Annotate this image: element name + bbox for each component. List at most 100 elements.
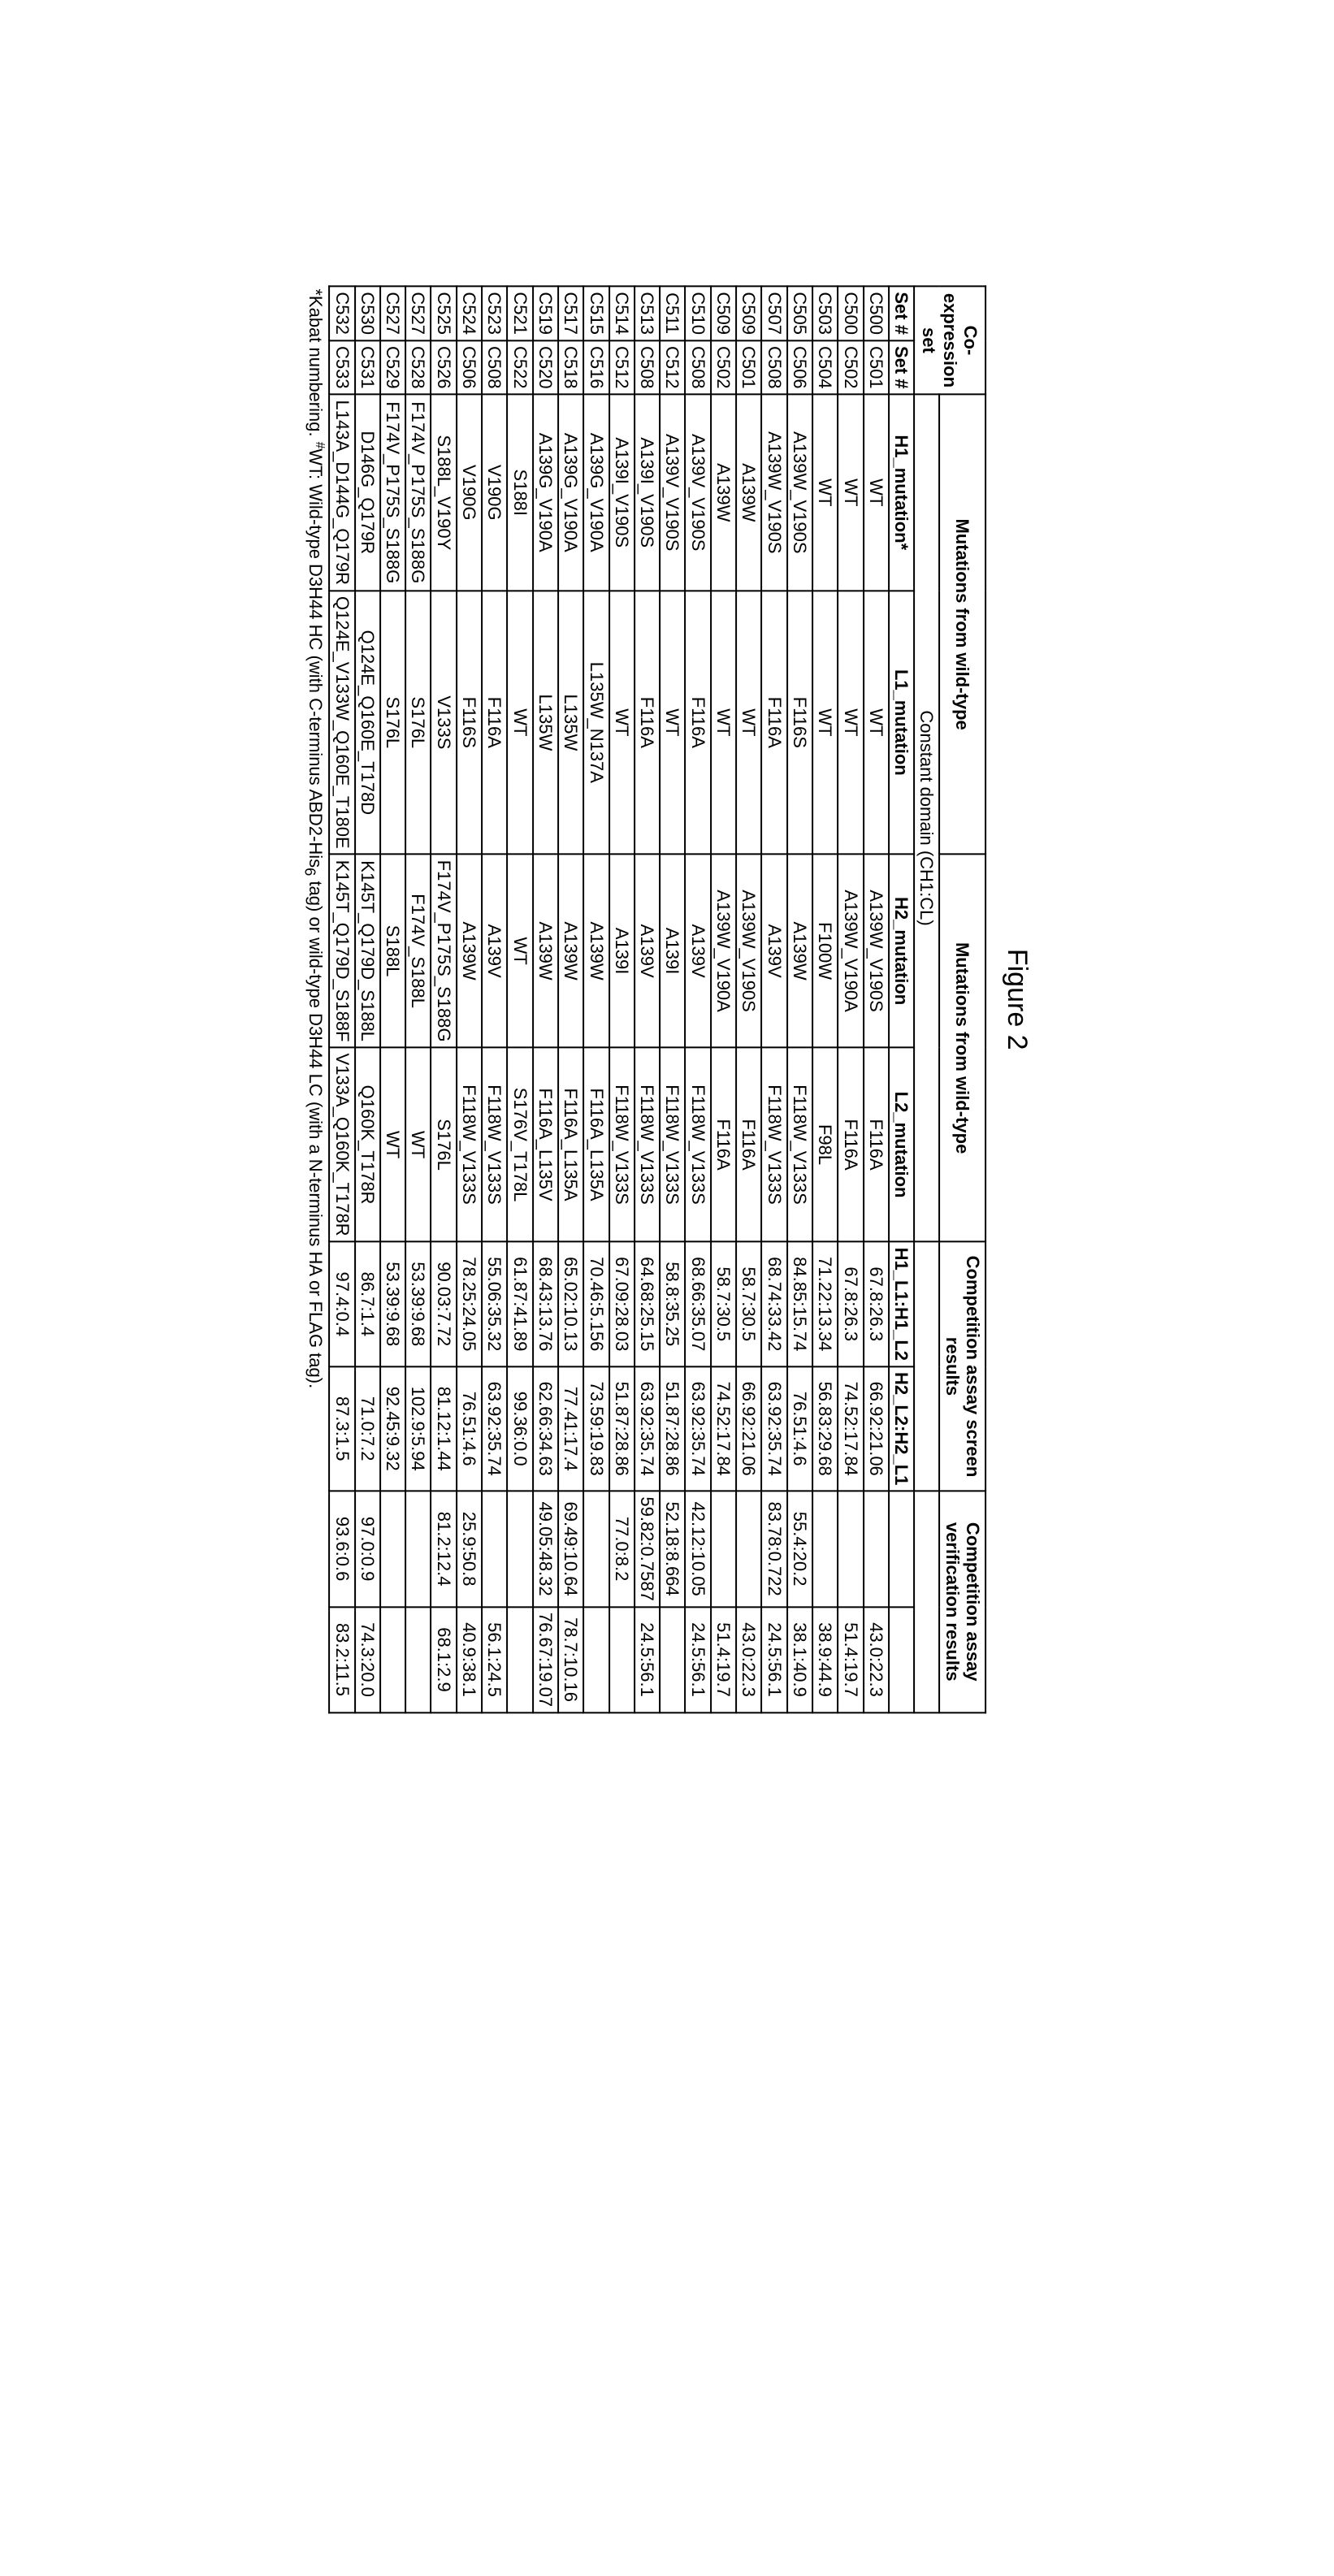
col-set1: Set # (889, 286, 914, 340)
table-cell: F116A (711, 1048, 736, 1242)
table-cell: Q124E_Q160E_T178D (355, 591, 380, 855)
table-cell: 68.43:13.76 (533, 1242, 558, 1366)
table-cell: S188L (380, 855, 405, 1048)
table-cell: 63.92:35.74 (762, 1366, 787, 1491)
table-row: C530C531D146G_Q179RQ124E_Q160E_T178DK145… (355, 286, 380, 1712)
table-cell: C521 (508, 286, 533, 340)
table-cell: C524 (457, 286, 482, 340)
table-cell: 97.4:0.4 (330, 1242, 355, 1366)
table-cell: WT (609, 591, 635, 855)
table-cell: A139W (736, 395, 761, 591)
table-cell (508, 1491, 533, 1606)
table-cell: F116A_L135A (583, 1048, 609, 1242)
table-cell: 74.52:17.84 (711, 1366, 736, 1491)
table-cell: 87.3:1.5 (330, 1366, 355, 1491)
table-row: C500C501WTWTA139W_V190SF116A67.8:26.366.… (864, 286, 889, 1712)
table-cell: C512 (660, 340, 685, 395)
col-l2: L2_mutation (889, 1048, 914, 1242)
table-cell: C505 (787, 286, 812, 340)
table-cell: A139I (660, 855, 685, 1048)
table-cell: 24.5:56.1 (762, 1607, 787, 1712)
table-cell: C527 (405, 286, 431, 340)
table-cell: 68.74:33.42 (762, 1242, 787, 1366)
table-row: C513C508A139I_V190SF116AA139VF118W_V133S… (635, 286, 660, 1712)
table-cell: C507 (762, 286, 787, 340)
table-cell: F118W_V133S (482, 1048, 507, 1242)
table-cell: 76.51:4.6 (457, 1366, 482, 1491)
table-cell: C504 (812, 340, 838, 395)
table-cell: C517 (558, 286, 583, 340)
table-cell: C533 (330, 340, 355, 395)
table-cell: K145T_Q179D_S188L (355, 855, 380, 1048)
table-cell: F118W_V133S (457, 1048, 482, 1242)
col-verify1 (889, 1491, 914, 1606)
table-cell: A139W (787, 855, 812, 1048)
table-cell: F116S (787, 591, 812, 855)
table-cell: S176L (431, 1048, 457, 1242)
table-cell: C526 (431, 340, 457, 395)
table-cell (812, 1491, 838, 1606)
table-cell: F174V_P175S_S188G (405, 395, 431, 591)
table-cell: A139W (457, 855, 482, 1048)
table-cell (405, 1491, 431, 1606)
table-cell: Q160K_T178R (355, 1048, 380, 1242)
table-cell: C509 (736, 286, 761, 340)
table-cell: 38.9:44.9 (812, 1607, 838, 1712)
table-cell: F118W_V133S (609, 1048, 635, 1242)
table-cell: A139V_V190S (660, 395, 685, 591)
table-cell: F118W_V133S (762, 1048, 787, 1242)
table-cell: WT (711, 591, 736, 855)
table-cell (711, 1491, 736, 1606)
table-cell: WT (812, 591, 838, 855)
table-cell: K145T_Q179D_S188F (330, 855, 355, 1048)
table-cell: 92.45:9.32 (380, 1366, 405, 1491)
table-cell (482, 1491, 507, 1606)
table-cell: 102.9:5.94 (405, 1366, 431, 1491)
table-row: C527C528F174V_P175S_S188GS176LF174V_S188… (405, 286, 431, 1712)
table-cell: 58.7:30.5 (736, 1242, 761, 1366)
table-cell: C502 (711, 340, 736, 395)
table-cell: 93.6:0.6 (330, 1491, 355, 1606)
table-cell: 69.49:10.64 (558, 1491, 583, 1606)
col-h2: H2_mutation (889, 855, 914, 1048)
table-cell: S176L (380, 591, 405, 855)
table-row: C525C526S188L_V190YV133SF174V_P175S_S188… (431, 286, 457, 1712)
table-cell: 76.67:19.07 (533, 1607, 558, 1712)
table-cell: WT (508, 591, 533, 855)
table-row: C532C533L143A_D144G_Q179RQ124E_V133W_Q16… (330, 286, 355, 1712)
header-row-2: Constant domain (CH1:CL) (914, 286, 939, 1712)
table-cell: 99.36:0.0 (508, 1366, 533, 1491)
table-cell (838, 1491, 863, 1606)
table-cell: V190G (457, 395, 482, 591)
table-cell: A139W (533, 855, 558, 1048)
table-cell: 56.1:24.5 (482, 1607, 507, 1712)
table-cell: 68.1:2.9 (431, 1607, 457, 1712)
table-cell: C520 (533, 340, 558, 395)
table-cell: 76.51:4.6 (787, 1366, 812, 1491)
table-cell: 43.0:22.3 (736, 1607, 761, 1712)
table-cell: 71.22:13.34 (812, 1242, 838, 1366)
table-cell: 25.9:50.8 (457, 1491, 482, 1606)
table-cell: 81.12:1.44 (431, 1366, 457, 1491)
table-cell: 53.39:9.68 (405, 1242, 431, 1366)
table-cell: A139I (609, 855, 635, 1048)
table-cell (405, 1607, 431, 1712)
table-row: C524C506V190GF116SA139WF118W_V133S78.25:… (457, 286, 482, 1712)
table-cell: C527 (380, 286, 405, 340)
table-cell: C503 (812, 286, 838, 340)
table-cell: F116A (635, 591, 660, 855)
table-cell: C515 (583, 286, 609, 340)
table-cell: C508 (482, 340, 507, 395)
table-cell: A139I_V190S (609, 395, 635, 591)
rotated-container: Figure 2 Co-expressionset Mutations from… (301, 285, 1033, 1713)
table-cell: 51.4:19.7 (838, 1607, 863, 1712)
table-cell: 74.3:20.0 (355, 1607, 380, 1712)
table-cell: C532 (330, 286, 355, 340)
col-screen1: H1_L1:H1_L2 (889, 1242, 914, 1366)
col-l1: L1_mutation (889, 591, 914, 855)
table-row: C514C512A139I_V190SWTA139IF118W_V133S67.… (609, 286, 635, 1712)
table-cell: S176V_T178L (508, 1048, 533, 1242)
table-cell: F116A (762, 591, 787, 855)
hdr-ca-verify: Competition assayverification results (940, 1491, 986, 1712)
table-cell: 43.0:22.3 (864, 1607, 889, 1712)
